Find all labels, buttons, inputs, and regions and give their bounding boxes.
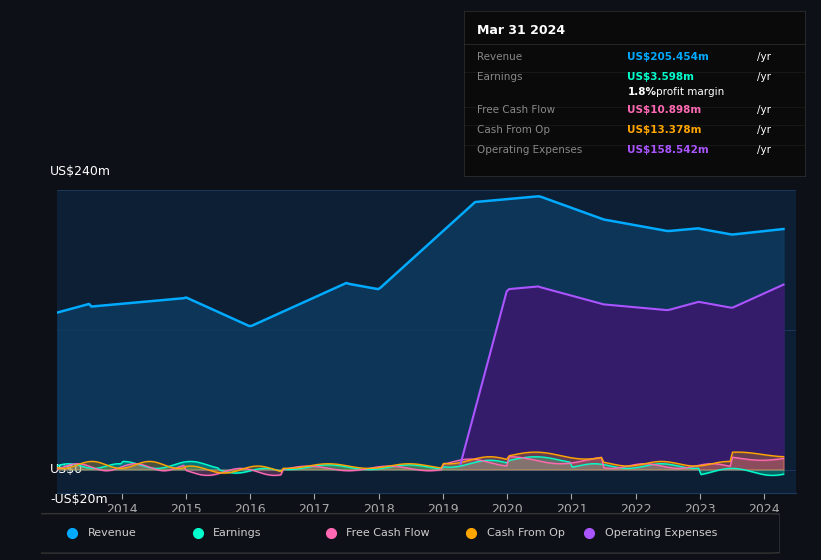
Text: /yr: /yr <box>757 53 771 63</box>
Text: Mar 31 2024: Mar 31 2024 <box>478 25 566 38</box>
Text: US$13.378m: US$13.378m <box>627 125 702 135</box>
Text: Operating Expenses: Operating Expenses <box>605 529 718 538</box>
Text: US$3.598m: US$3.598m <box>627 72 695 82</box>
Text: Cash From Op: Cash From Op <box>478 125 551 135</box>
Text: profit margin: profit margin <box>656 87 725 97</box>
Text: /yr: /yr <box>757 105 771 115</box>
Text: /yr: /yr <box>757 125 771 135</box>
Text: Revenue: Revenue <box>478 53 523 63</box>
Text: US$205.454m: US$205.454m <box>627 53 709 63</box>
Text: Earnings: Earnings <box>478 72 523 82</box>
Text: Cash From Op: Cash From Op <box>487 529 565 538</box>
Text: US$158.542m: US$158.542m <box>627 145 709 155</box>
Text: Operating Expenses: Operating Expenses <box>478 145 583 155</box>
Text: -US$20m: -US$20m <box>50 493 108 506</box>
Text: US$10.898m: US$10.898m <box>627 105 702 115</box>
Text: US$240m: US$240m <box>50 165 111 178</box>
Text: /yr: /yr <box>757 145 771 155</box>
Text: Free Cash Flow: Free Cash Flow <box>478 105 556 115</box>
Text: /yr: /yr <box>757 72 771 82</box>
Text: 1.8%: 1.8% <box>627 87 657 97</box>
Text: Earnings: Earnings <box>213 529 262 538</box>
Text: Revenue: Revenue <box>88 529 136 538</box>
Text: Free Cash Flow: Free Cash Flow <box>346 529 430 538</box>
Text: US$0: US$0 <box>50 463 83 476</box>
